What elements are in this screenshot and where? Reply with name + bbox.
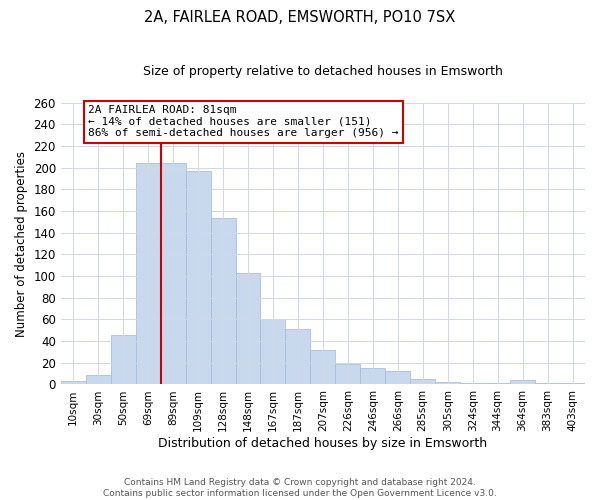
Text: Contains HM Land Registry data © Crown copyright and database right 2024.
Contai: Contains HM Land Registry data © Crown c… [103, 478, 497, 498]
Bar [136, 164, 161, 384]
Bar [361, 368, 385, 384]
Bar [111, 334, 136, 384]
X-axis label: Distribution of detached houses by size in Emsworth: Distribution of detached houses by size … [158, 437, 487, 450]
Bar [335, 364, 361, 384]
Bar [410, 379, 435, 384]
Bar [185, 171, 211, 384]
Bar [61, 381, 86, 384]
Bar [86, 374, 111, 384]
Bar [385, 372, 410, 384]
Bar [236, 273, 260, 384]
Text: 2A FAIRLEA ROAD: 81sqm
← 14% of detached houses are smaller (151)
86% of semi-de: 2A FAIRLEA ROAD: 81sqm ← 14% of detached… [88, 105, 399, 138]
Text: 2A, FAIRLEA ROAD, EMSWORTH, PO10 7SX: 2A, FAIRLEA ROAD, EMSWORTH, PO10 7SX [145, 10, 455, 25]
Bar [435, 382, 460, 384]
Bar [286, 329, 310, 384]
Bar [310, 350, 335, 384]
Bar [211, 218, 236, 384]
Y-axis label: Number of detached properties: Number of detached properties [15, 150, 28, 336]
Bar [260, 320, 286, 384]
Bar [510, 380, 535, 384]
Title: Size of property relative to detached houses in Emsworth: Size of property relative to detached ho… [143, 65, 503, 78]
Bar [161, 164, 185, 384]
